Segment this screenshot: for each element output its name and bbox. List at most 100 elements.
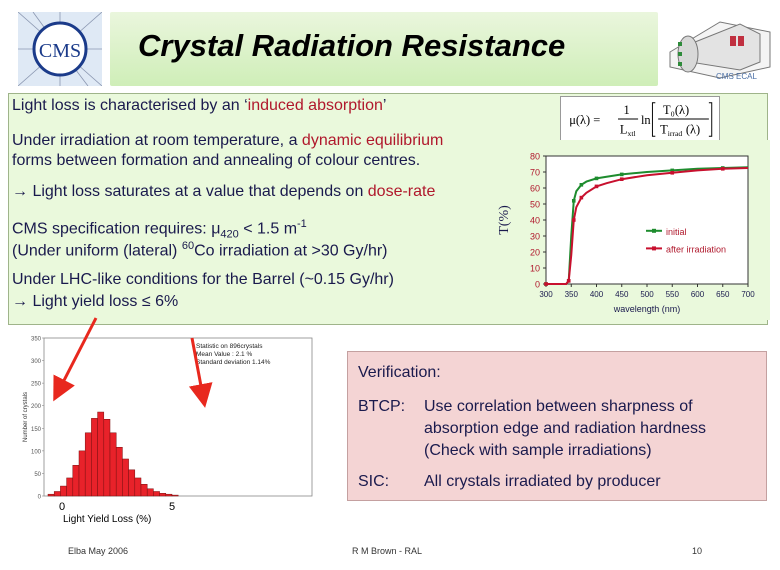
series-line-after-irradiation [546,167,749,285]
x-tick-label: 400 [590,290,604,299]
series-point [720,167,725,171]
x-tick-label: 300 [539,290,553,299]
x-tick-label: 650 [716,290,730,299]
svg-text:μ(λ) =: μ(λ) = [569,113,600,127]
sic-text: All crystals irradiated by producer [424,473,661,490]
sic-label: SIC: [358,473,390,490]
hist-y-tick-label: 0 [38,495,42,501]
hist-bar [47,493,55,497]
btcp-line-3: (Check with sample irradiations) [424,442,652,459]
svg-text:T₀(λ): T₀(λ) [663,103,689,117]
hist-x-tick-label: 5 [169,501,175,513]
hist-x-tick-label: 0 [59,501,65,513]
hist-y-tick-label: 150 [31,427,42,433]
hist-stats-title: Statistic on 896crystals [196,343,263,350]
hist-bar [128,469,136,497]
hist-bar [91,418,98,497]
series-point [619,177,624,181]
legend-marker [652,246,656,251]
hist-bar [159,493,167,497]
hist-y-tick-label: 100 [31,449,42,455]
hist-bar [165,493,173,497]
x-tick-label: 500 [640,290,654,299]
hist-bar [72,465,80,497]
absorption-formula: μ(λ) = 1 L xtl ln T₀(λ) T irrad (λ) [560,96,720,142]
title-bar [110,12,658,86]
series-point [579,183,584,187]
legend-bg [662,242,744,255]
hist-y-tick-label: 200 [31,404,42,410]
x-tick-label: 600 [691,290,705,299]
btcp-line-1: Use correlation between sharpness of [424,398,693,415]
series-point [670,168,675,173]
series-point [571,218,576,222]
legend-marker [652,228,656,233]
series-point [544,282,548,286]
cobalt-irradiation-line: (Under uniform (lateral) 60Co irradiatio… [12,240,388,260]
ecal-label: CMS ECAL [716,72,757,81]
y-tick-label: 60 [530,184,540,194]
hist-x-axis-label: Light Yield Loss (%) [63,514,151,525]
hist-y-axis-label: Number of crystals [23,392,29,442]
hist-y-tick-label: 350 [31,337,42,343]
transmission-chart: 0 10 20 30 40 50 60 70 80 300 350 400 450 500 550 600 65… [496,140,770,320]
x-axis-label: wavelength (nm) [613,304,681,314]
page-number: 10 [692,546,703,556]
hist-bar [97,411,105,497]
hist-bar [66,477,74,497]
svg-text:L: L [620,122,628,136]
dose-rate-line: → Light loss saturates at a value that d… [12,183,436,200]
hist-y-tick-label: 300 [31,359,42,365]
logo-text: CMS [39,40,81,62]
svg-text:irrad: irrad [668,129,683,138]
svg-text:xtl: xtl [628,129,636,138]
hist-bar [103,419,111,497]
y-tick-label: 0 [535,280,540,290]
svg-text:1: 1 [623,103,629,117]
legend-bg [662,224,744,237]
hist-stats-annotation: Mean Value : 2.1 % [196,351,252,358]
hist-bar [153,491,160,497]
light-yield-loss-line: → Light yield loss ≤ 6% [12,293,179,310]
legend-label: initial [666,227,687,237]
hist-bar [134,477,142,497]
hist-bar [146,488,154,497]
verification-heading: Verification: [358,364,441,381]
series-point [566,279,571,283]
light-yield-histogram: 350 300 250 200 150 100 50 0 Number of crystals 0… [18,330,318,526]
lhc-conditions-line: Under LHC-like conditions for the Barrel… [12,271,394,288]
footer-author: R M Brown - RAL [352,546,423,556]
y-axis-label: T(%) [497,205,512,235]
hist-bar [60,485,67,497]
hist-bar [171,494,179,497]
hist-bar [78,450,86,497]
series-point [579,195,584,200]
y-tick-label: 40 [530,216,540,226]
svg-text:ln: ln [641,113,651,127]
hist-bar [84,432,92,497]
legend-label: after irradiation [666,244,726,254]
hist-bar [140,484,148,497]
hist-y-tick-label: 250 [31,382,42,388]
verification-panel [347,351,767,501]
x-tick-label: 700 [741,290,755,299]
hist-bar [122,458,129,497]
y-tick-label: 50 [530,200,540,210]
svg-text:T: T [660,122,668,136]
svg-text:(λ): (λ) [686,122,700,136]
btcp-label: BTCP: [358,398,406,415]
y-tick-label: 20 [530,248,540,258]
x-tick-label: 450 [615,290,629,299]
page-title: Crystal Radiation Resistance [138,28,566,63]
x-tick-label: 350 [565,290,579,299]
series-point [670,171,675,175]
hist-stats-annotation: Standard deviation 1.14% [196,359,271,366]
hist-bar [109,432,117,497]
series-point [619,172,624,177]
y-tick-label: 30 [530,232,540,242]
hist-bar [53,491,61,497]
hist-bar [115,446,123,497]
series-point [594,176,599,181]
series-point [594,184,599,189]
induced-absorption-line: Light loss is characterised by an ‘induc… [12,97,387,114]
